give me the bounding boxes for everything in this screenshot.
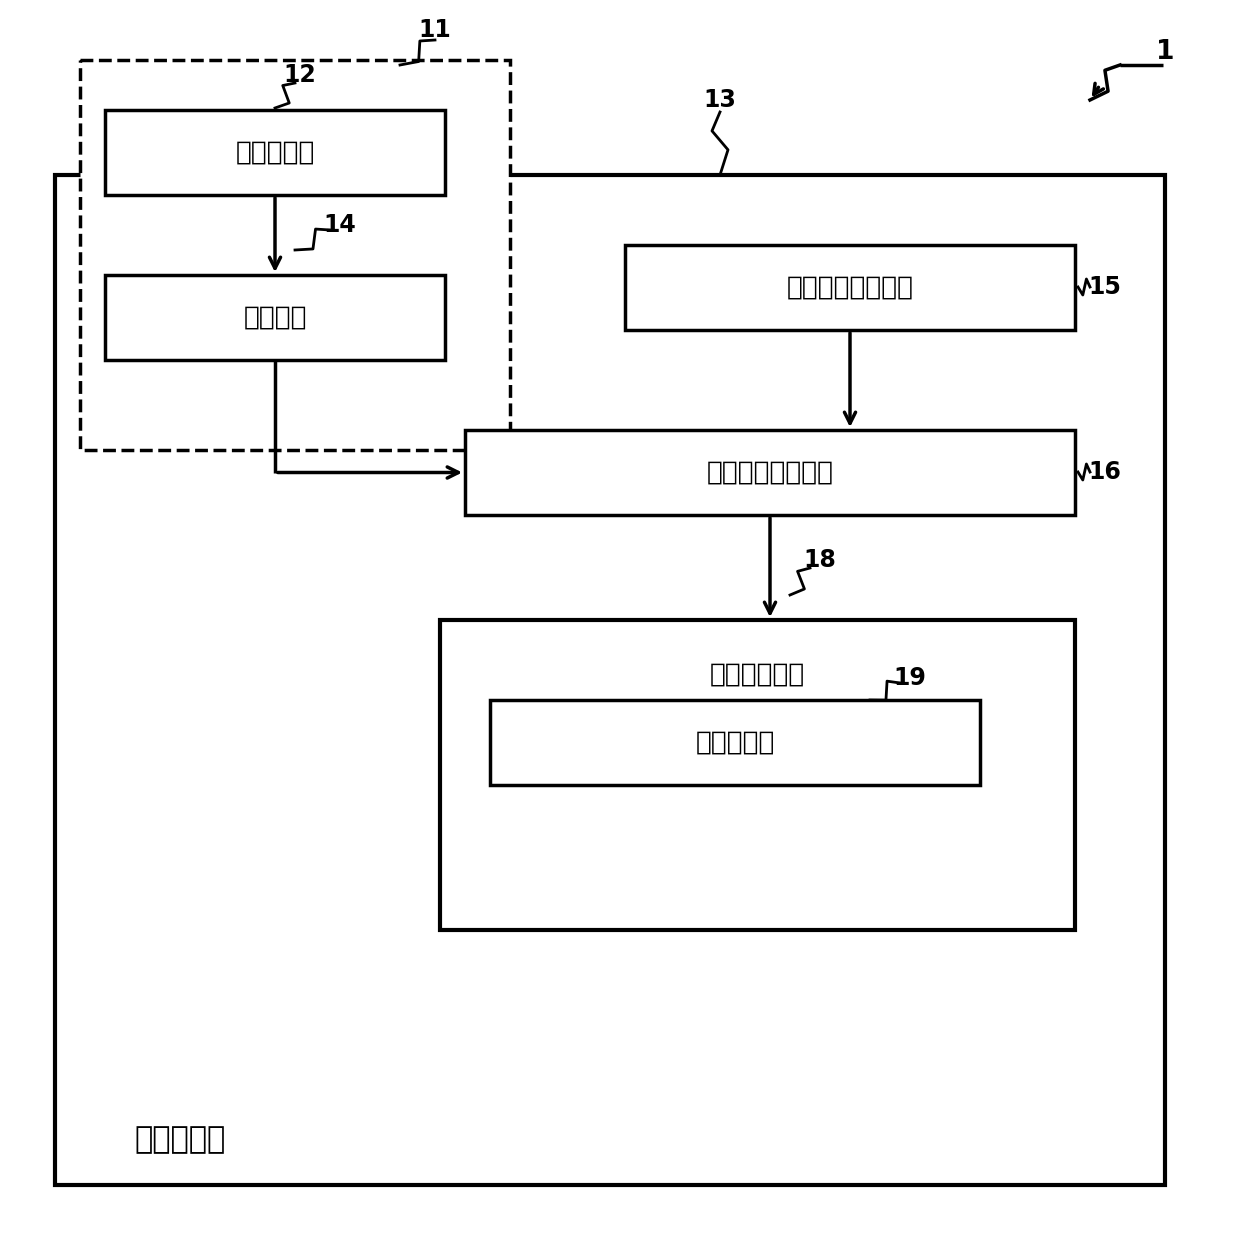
- Bar: [81, 60, 510, 450]
- Text: 16: 16: [1089, 460, 1121, 484]
- Text: 运算电路: 运算电路: [243, 305, 306, 330]
- Bar: [490, 701, 980, 785]
- Text: 13: 13: [703, 88, 737, 112]
- Text: 18: 18: [804, 548, 837, 572]
- Text: 测距传感器: 测距传感器: [236, 140, 315, 165]
- Text: 微型计算机: 微型计算机: [134, 1125, 226, 1154]
- Text: 19: 19: [894, 667, 926, 690]
- Text: 1: 1: [1156, 39, 1174, 66]
- Bar: [55, 175, 1166, 1184]
- Text: 台阶检测电路: 台阶检测电路: [709, 662, 805, 688]
- Bar: [105, 275, 445, 360]
- Bar: [105, 110, 445, 195]
- Text: 14: 14: [324, 213, 356, 237]
- Text: 台阶判定位置电路: 台阶判定位置电路: [786, 275, 914, 300]
- Text: 第一比较器: 第一比较器: [696, 730, 775, 756]
- Text: 11: 11: [419, 18, 451, 42]
- Bar: [625, 244, 1075, 330]
- Text: 路面高度计算电路: 路面高度计算电路: [707, 460, 833, 485]
- Bar: [465, 430, 1075, 515]
- Text: 12: 12: [284, 63, 316, 87]
- Bar: [440, 620, 1075, 930]
- Text: 15: 15: [1089, 275, 1121, 299]
